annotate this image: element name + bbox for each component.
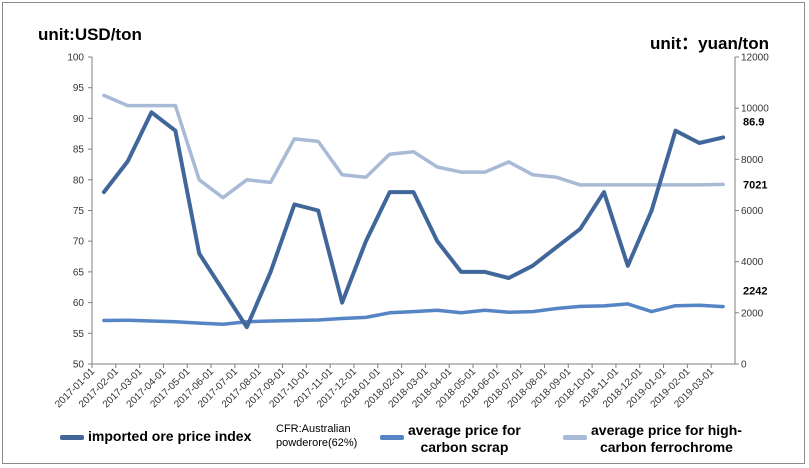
legend-scrap: average price for carbon scrap [380, 422, 521, 456]
legend-scrap-line1: average price for [408, 422, 521, 438]
left-axis-unit: unit:USD/ton [38, 25, 142, 44]
legend-ferro-line1: average price for high- [591, 422, 742, 438]
legend-scrap-swatch [380, 435, 404, 440]
left-tick-label: 65 [73, 267, 85, 278]
legend-ferro-swatch [563, 435, 587, 440]
series-line-scrap [102, 302, 725, 327]
right-tick-label: 6000 [741, 206, 764, 217]
axes [88, 56, 739, 368]
legend-ore-sub: CFR:Australian powderore(62%) [276, 422, 357, 450]
chart-frame [2, 2, 805, 464]
legend-scrap-line2: carbon scrap [420, 439, 509, 455]
legend-ferro: average price for high- carbon ferrochro… [563, 422, 742, 456]
legend-ore-sub2: powderore(62%) [276, 437, 358, 449]
end-label-scrap: 2242 [743, 286, 767, 298]
left-tick-label: 95 [73, 83, 85, 94]
right-tick-label: 8000 [741, 155, 764, 166]
legend-ferro-line2: carbon ferrochrome [599, 439, 733, 455]
left-tick-label: 75 [73, 206, 85, 217]
left-tick-label: 50 [73, 360, 85, 371]
legend-ore: imported ore price index [60, 422, 251, 445]
right-tick-label: 2000 [741, 308, 764, 319]
right-axis-unit: unit：yuan/ton [650, 34, 769, 53]
left-tick-label: 60 [73, 298, 85, 309]
left-tick-label: 85 [73, 145, 85, 156]
end-label-ferro: 7021 [743, 179, 767, 191]
series-line-ferro [102, 93, 725, 200]
left-tick-label: 55 [73, 329, 85, 340]
right-tick-label: 0 [741, 360, 747, 371]
legend-ore-swatch [60, 435, 84, 440]
series-lines [101, 93, 726, 330]
legend-ore-label: imported ore price index [88, 428, 252, 444]
legend-ore-sub1: CFR:Australian [276, 423, 351, 435]
left-tick-label: 70 [73, 237, 85, 248]
end-label-ore: 86.9 [743, 116, 764, 128]
left-tick-label: 90 [73, 114, 85, 125]
left-tick-label: 80 [73, 175, 85, 186]
left-tick-label: 100 [67, 53, 84, 64]
right-tick-label: 4000 [741, 257, 764, 268]
series-line-ore [101, 110, 726, 330]
right-tick-label: 12000 [741, 53, 769, 64]
right-tick-label: 10000 [741, 104, 769, 115]
